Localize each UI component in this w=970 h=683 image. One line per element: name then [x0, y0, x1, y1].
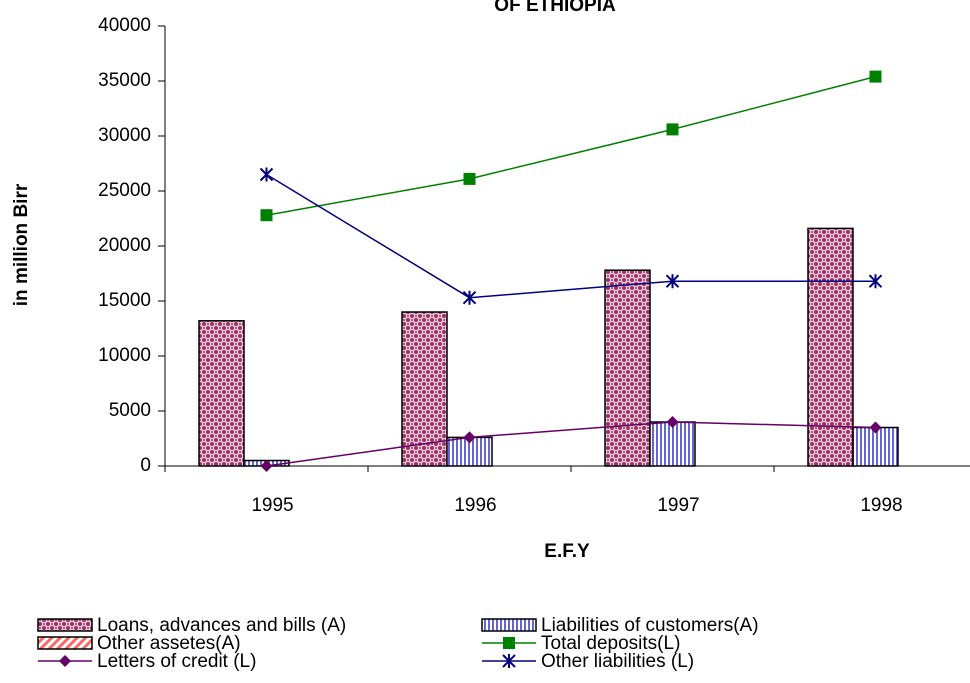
- y-tick-label: 15000: [98, 290, 151, 311]
- chart-title: OF ETHIOPIA: [494, 0, 616, 16]
- y-tick-label: 40000: [98, 15, 151, 36]
- point: [259, 167, 274, 182]
- x-axis-label: E.F.Y: [544, 541, 590, 562]
- point: [869, 421, 882, 434]
- y-tick-label: 25000: [98, 180, 151, 201]
- y-tick-label: 10000: [98, 345, 151, 366]
- legend-marker: [502, 654, 516, 668]
- point: [463, 431, 476, 444]
- line: [266, 173, 876, 299]
- legend-label: Total deposits(L): [541, 633, 680, 654]
- legend-marker: [503, 637, 515, 649]
- bar: [807, 227, 854, 467]
- legend-label: Other liabilities (L): [541, 651, 694, 672]
- y-tick-label: 30000: [98, 125, 151, 146]
- bar: [198, 320, 245, 467]
- point: [260, 209, 273, 222]
- legend-swatch: [37, 636, 93, 650]
- y-tick-label: 0: [140, 455, 151, 476]
- bar: [604, 269, 651, 467]
- y-tick-label: 5000: [109, 400, 151, 421]
- x-tick-label: 1996: [454, 495, 496, 516]
- point: [868, 274, 883, 289]
- y-axis-label: in million Birr: [11, 183, 32, 306]
- x-tick-label: 1997: [657, 495, 699, 516]
- point: [666, 416, 679, 428]
- y-tick-label: 20000: [98, 235, 151, 256]
- legend-label: Letters of credit (L): [97, 651, 256, 672]
- legend-label: Other assetes(A): [97, 633, 241, 654]
- point: [463, 172, 476, 185]
- legend-marker: [59, 655, 71, 667]
- legend-label: Liabilities of customers(A): [541, 615, 759, 636]
- point: [869, 70, 882, 83]
- bar: [649, 421, 696, 467]
- point: [260, 460, 273, 472]
- legend-swatch: [37, 618, 93, 632]
- legend-label: Loans, advances and bills (A): [97, 615, 346, 636]
- line: [266, 75, 876, 216]
- legend-swatch: [481, 618, 537, 632]
- line: [266, 421, 876, 467]
- y-tick-label: 35000: [98, 70, 151, 91]
- x-tick-label: 1995: [251, 495, 293, 516]
- bar: [401, 311, 448, 467]
- point: [666, 123, 679, 136]
- x-tick-label: 1998: [860, 495, 902, 516]
- point: [665, 274, 680, 289]
- point: [462, 290, 477, 305]
